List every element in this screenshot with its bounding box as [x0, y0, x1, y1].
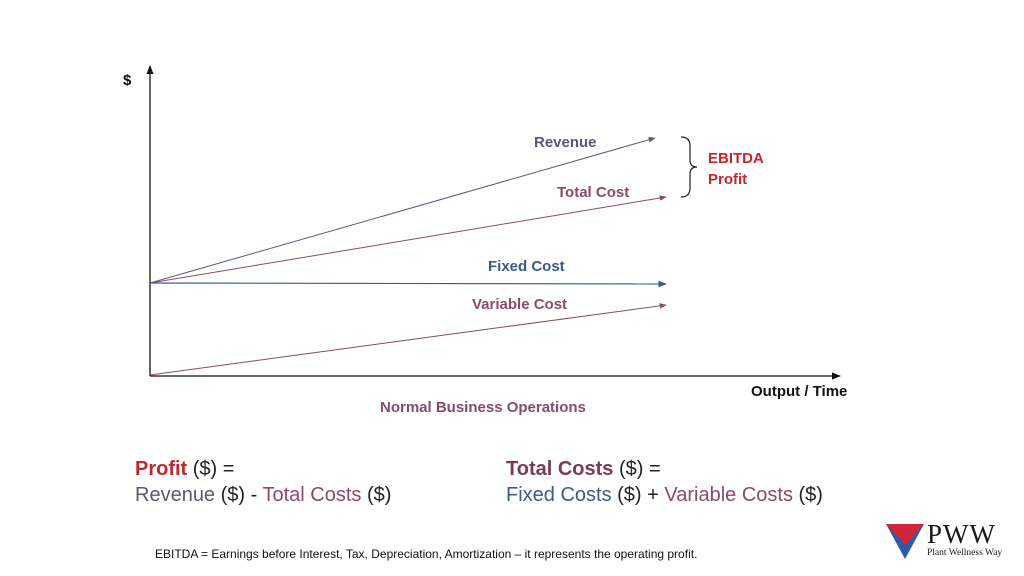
total-costs-heading-unit: ($) =: [613, 458, 661, 480]
total-costs-heading: Total Costs: [506, 458, 614, 480]
logo-name: PWW: [927, 519, 996, 549]
variable-costs-unit: ($): [792, 484, 823, 506]
ebitda-footnote: EBITDA = Earnings before Interest, Tax, …: [155, 547, 698, 561]
profit-formula-line1: Profit ($) =: [135, 456, 234, 482]
variable-costs-term: Variable Costs: [664, 484, 793, 506]
logo-tagline: Plant Wellness Way: [927, 548, 1003, 558]
fixed-cost-line: [149, 280, 667, 288]
revenue-term: Revenue: [135, 484, 216, 506]
ebitda-bracket: [680, 136, 698, 198]
y-axis-label: $: [123, 72, 132, 89]
fixed-costs-term: Fixed Costs: [506, 484, 612, 506]
total-costs-formula-line2: Fixed Costs ($) + Variable Costs ($): [506, 482, 823, 508]
variable-cost-line: [149, 303, 667, 376]
revenue-unit: ($) -: [215, 484, 263, 506]
revenue-line: [149, 137, 656, 284]
ebitda-label: EBITDA: [708, 150, 764, 167]
x-axis-label: Output / Time: [751, 383, 847, 400]
revenue-label: Revenue: [534, 134, 597, 151]
profit-term: Profit: [135, 458, 188, 480]
profit-unit: ($) =: [187, 458, 235, 480]
variable-cost-label: Variable Cost: [472, 296, 567, 313]
total-cost-label: Total Cost: [557, 184, 629, 201]
profit-label: Profit: [708, 171, 747, 188]
pww-logo-icon: [886, 524, 924, 559]
fixed-costs-unit: ($) +: [611, 484, 665, 506]
diagram-caption: Normal Business Operations: [380, 399, 586, 416]
total-costs-formula-line1: Total Costs ($) =: [506, 456, 661, 482]
total-costs-term: Total Costs: [262, 484, 362, 506]
total-costs-unit: ($): [361, 484, 392, 506]
profit-formula-line2: Revenue ($) - Total Costs ($): [135, 482, 391, 508]
total-cost-line: [149, 195, 667, 284]
fixed-cost-label: Fixed Cost: [488, 258, 565, 275]
